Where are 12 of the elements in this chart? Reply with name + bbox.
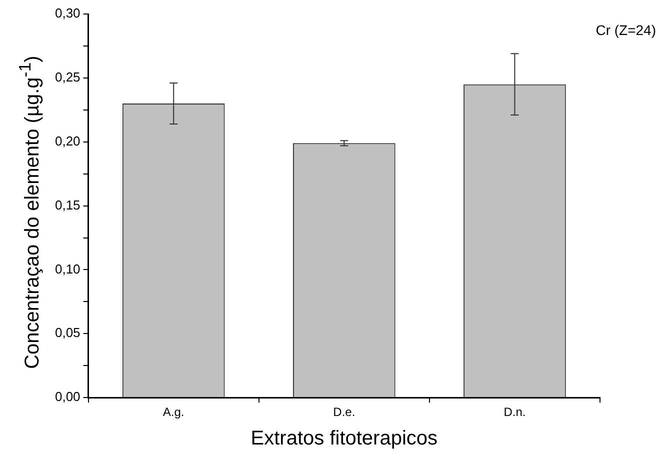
y-tick-label: 0,25 [54, 70, 80, 85]
x-tick-label: D.n. [504, 405, 526, 420]
y-tick-label: 0,15 [54, 197, 80, 212]
x-tick-label: D.e. [333, 405, 356, 420]
y-tick-label: 0,05 [54, 325, 80, 340]
y-tick-label: 0,20 [54, 133, 80, 148]
y-tick-label: 0,30 [54, 6, 80, 21]
annotation: Cr (Z=24) [596, 22, 656, 38]
x-tick-label: A.g. [162, 405, 184, 420]
y-tick-label: 0,10 [54, 261, 80, 276]
y-tick-label: 0,00 [54, 389, 80, 404]
x-axis-title: Extratos fitoterapicos [250, 428, 438, 450]
